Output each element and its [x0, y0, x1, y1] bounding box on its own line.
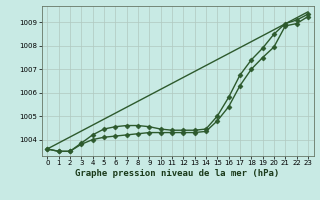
- X-axis label: Graphe pression niveau de la mer (hPa): Graphe pression niveau de la mer (hPa): [76, 169, 280, 178]
